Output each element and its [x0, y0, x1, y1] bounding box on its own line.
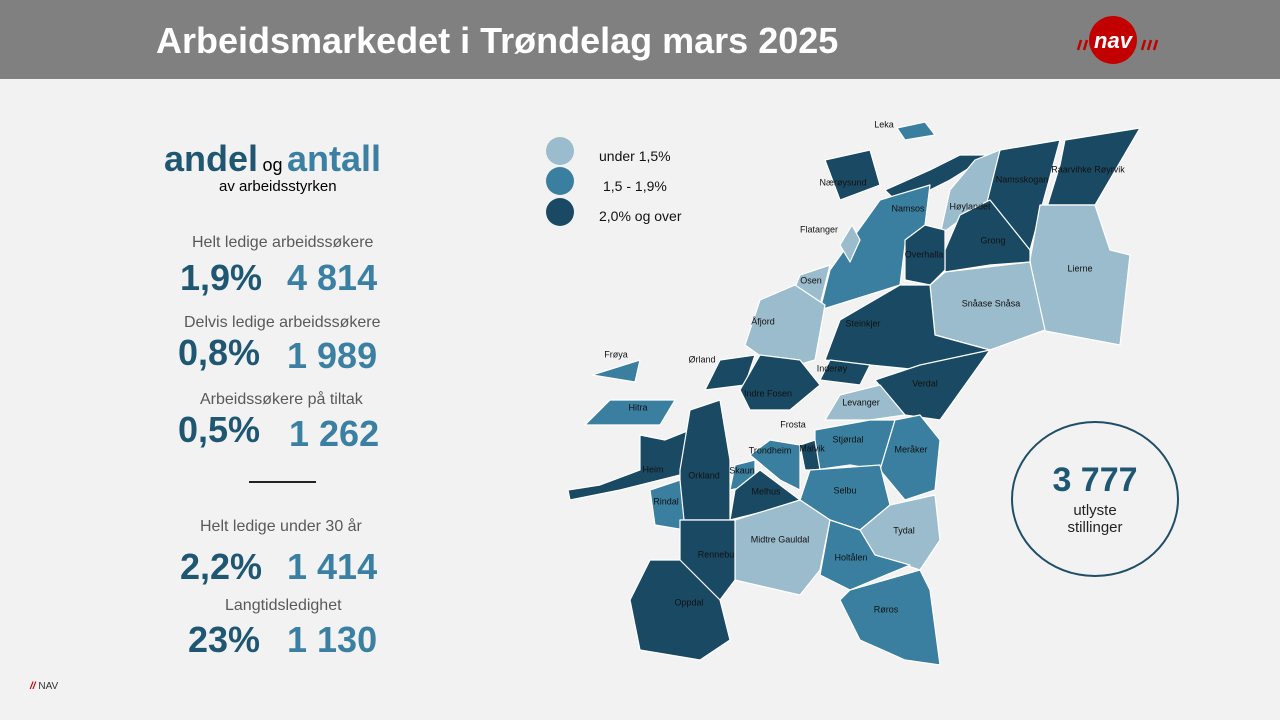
- stat-label: Helt ledige under 30 år: [200, 518, 362, 535]
- legend-label: 1,5 - 1,9%: [603, 178, 667, 194]
- municipality-orkland: [679, 399, 731, 521]
- municipality-ørland: [704, 354, 756, 391]
- municipality-leka: [896, 121, 936, 141]
- stat-count: 1 130: [287, 619, 378, 660]
- municipality-label: Holtålen: [834, 552, 868, 563]
- municipality-label: Malvik: [799, 443, 825, 454]
- nav-logo: nav: [1076, 16, 1159, 64]
- municipality-label: Namsskogan: [995, 174, 1049, 185]
- divider: [249, 481, 316, 483]
- stats-subheading: av arbeidsstyrken: [219, 178, 337, 195]
- municipality-label: Melhus: [751, 486, 781, 497]
- municipality-label: Stjørdal: [832, 434, 864, 445]
- header-bar: Arbeidsmarkedet i Trøndelag mars 2025 na…: [0, 0, 1280, 79]
- municipality-label: Rennebu: [697, 549, 735, 560]
- heading-antall: antall: [286, 138, 381, 179]
- municipality-label: Grong: [980, 235, 1006, 246]
- municipality-label: Osen: [800, 275, 822, 286]
- vacancies-label-2: stillinger: [1067, 519, 1123, 536]
- municipality-label: Skaun: [729, 465, 755, 476]
- municipality-label: Leka: [874, 119, 894, 130]
- municipality-label: Røros: [873, 604, 899, 615]
- municipality-lierne: [1029, 204, 1131, 346]
- heading-og: og: [262, 155, 283, 175]
- municipality-inderøy: [819, 359, 871, 386]
- heading-andel: andel: [164, 138, 259, 179]
- footer-text: NAV: [38, 681, 59, 692]
- stat-share: 0,5%: [178, 409, 261, 450]
- municipality-label: Meråker: [894, 444, 928, 455]
- vacancies-count: 3 777: [1052, 461, 1138, 499]
- legend-label: under 1,5%: [599, 148, 671, 164]
- stat-share: 1,9%: [180, 257, 263, 298]
- municipality-nærøysund: [824, 149, 881, 201]
- stat-share: 23%: [188, 619, 261, 660]
- stat-label: Arbeidssøkere på tiltak: [200, 391, 363, 408]
- municipality-label: Selbu: [833, 485, 857, 496]
- municipality-label: Frøya: [604, 349, 628, 360]
- municipality-label: Flatanger: [799, 224, 839, 235]
- municipality-label: Verdal: [912, 378, 938, 389]
- stat-share: 2,2%: [180, 546, 263, 587]
- legend-swatch: [546, 137, 574, 165]
- municipality-indre-fosen: [739, 354, 821, 411]
- stat-label: Helt ledige arbeidssøkere: [192, 234, 374, 251]
- municipality-label: Namsos: [891, 203, 925, 214]
- stat-share: 0,8%: [178, 332, 261, 373]
- legend-swatch: [546, 198, 574, 226]
- footer-brand: // NAV: [30, 681, 58, 692]
- municipality-røros: [839, 569, 941, 666]
- stats-heading: andel og antall: [164, 138, 381, 180]
- page-title: Arbeidsmarkedet i Trøndelag mars 2025: [156, 20, 839, 61]
- municipality-levanger: [824, 384, 906, 421]
- municipality-label: Frosta: [780, 419, 806, 430]
- municipality-label: Levanger: [842, 397, 880, 408]
- stat-count: 1 262: [289, 413, 380, 454]
- legend-swatch: [546, 167, 574, 195]
- municipality-namsos: [819, 184, 931, 311]
- svg-text:nav: nav: [1094, 28, 1134, 53]
- vacancies-circle: 3 777 utlyste stillinger: [1011, 421, 1179, 577]
- municipality-label: Nærøysund: [819, 177, 867, 188]
- stat-label: Langtidsledighet: [225, 597, 342, 614]
- municipality-trondheim: [749, 439, 801, 491]
- municipality-label: Oppdal: [674, 597, 704, 608]
- municipality-flatanger: [839, 224, 861, 263]
- municipality-frøya: [591, 359, 641, 383]
- municipality-hitra: [584, 399, 676, 426]
- municipality-oppdal: [629, 559, 731, 661]
- stat-count: 4 814: [287, 257, 378, 298]
- stat-count: 1 989: [287, 335, 378, 376]
- stat-label: Delvis ledige arbeidssøkere: [184, 314, 381, 331]
- municipality-label: Indre Fosen: [743, 388, 793, 399]
- municipality-label: Orkland: [688, 470, 720, 481]
- municipality-åfjord: [744, 284, 826, 371]
- municipality-label: Raarvihke Røyrvik: [1051, 164, 1125, 175]
- municipality-label: Rindal: [653, 496, 679, 507]
- municipality-label: Tydal: [893, 525, 915, 536]
- municipality-label: Ørland: [688, 354, 716, 365]
- municipality-label: Hitra: [628, 402, 648, 413]
- stat-count: 1 414: [287, 546, 378, 587]
- footer-slashes: //: [30, 681, 36, 692]
- municipality-meråker: [879, 414, 941, 501]
- municipality-heim: [567, 429, 691, 501]
- municipality-label: Lierne: [1067, 263, 1093, 274]
- municipality-label: Heim: [642, 464, 664, 475]
- municipality-label: Høylandet: [949, 201, 991, 212]
- municipality-label: Åfjord: [751, 316, 775, 327]
- municipality-label: Trondheim: [748, 445, 792, 456]
- vacancies-label-1: utlyste: [1073, 502, 1117, 519]
- legend-label: 2,0% og over: [599, 208, 682, 224]
- municipality-label: Inderøy: [816, 363, 848, 374]
- municipality-rindal: [649, 479, 686, 531]
- municipality-steinkjer: [824, 284, 991, 371]
- municipality-label: Snåase Snåsa: [961, 298, 1021, 309]
- municipality-label: Steinkjer: [845, 318, 881, 329]
- municipality-label: Overhalla: [904, 249, 944, 260]
- municipality-label: Midtre Gauldal: [750, 534, 810, 545]
